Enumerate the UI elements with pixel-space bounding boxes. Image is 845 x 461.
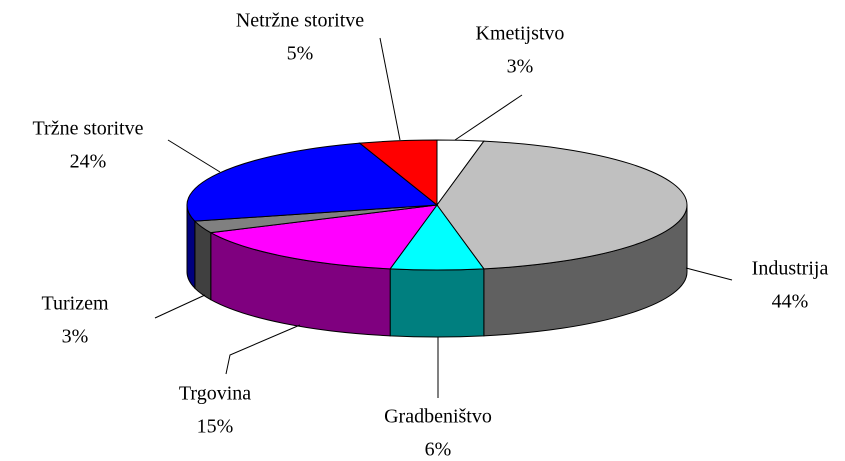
leader-line xyxy=(454,94,523,141)
slice-value-label: 44% xyxy=(772,291,809,313)
slice xyxy=(358,139,438,207)
leader-line xyxy=(379,37,401,141)
slice xyxy=(436,140,688,270)
slice-value-label: 3% xyxy=(62,326,89,348)
slice-label: Kmetijstvo xyxy=(476,23,565,45)
slice-label: Industrija xyxy=(752,258,829,280)
slice-value-label: 24% xyxy=(70,151,107,173)
slice-label: Gradbeništvo xyxy=(384,406,492,428)
slice-value-label: 15% xyxy=(197,416,234,438)
leader-line xyxy=(154,294,206,319)
slice-value-label: 5% xyxy=(287,43,314,65)
slice-label: Trgovina xyxy=(179,383,251,405)
leader-line xyxy=(167,139,221,173)
slice xyxy=(209,204,439,270)
slice-side xyxy=(194,219,212,301)
leader-line xyxy=(685,267,733,281)
slice-label: Turizem xyxy=(41,293,108,315)
slice-label: Netržne storitve xyxy=(236,10,364,32)
slice xyxy=(186,142,439,222)
slice-label: Tržne storitve xyxy=(33,118,144,140)
slice-value-label: 3% xyxy=(507,56,534,78)
leader-line xyxy=(225,324,301,375)
slice-value-label: 6% xyxy=(425,439,452,461)
slice-side xyxy=(389,268,485,338)
